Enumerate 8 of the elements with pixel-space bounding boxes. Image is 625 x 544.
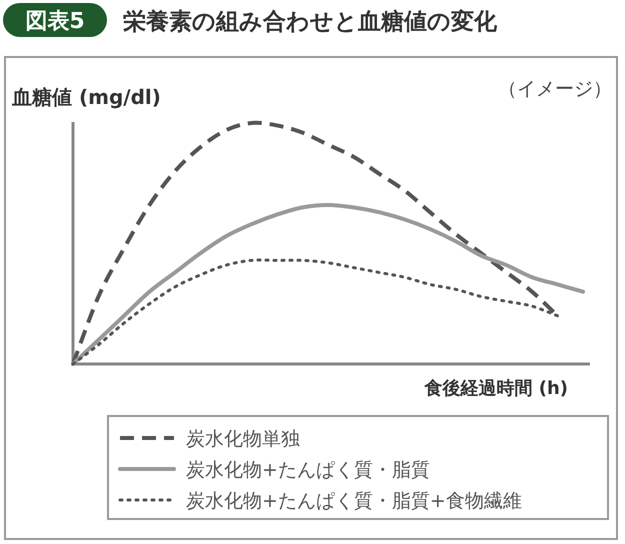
legend-label: 炭水化物+たんぱく質・脂質 (186, 459, 430, 481)
text: （イメージ） (498, 78, 612, 100)
legend-label: 炭水化物+たんぱく質・脂質+食物繊維 (186, 490, 522, 512)
legend-label: 炭水化物単独 (186, 428, 300, 450)
x-axis-title: 食後経過時間 (h) (423, 378, 568, 399)
y-axis-title: 血糖値 (mg/dl) (11, 85, 161, 109)
chart-title: 栄養素の組み合わせと血糖値の変化 (123, 8, 498, 35)
text: 図表5 (25, 9, 85, 34)
